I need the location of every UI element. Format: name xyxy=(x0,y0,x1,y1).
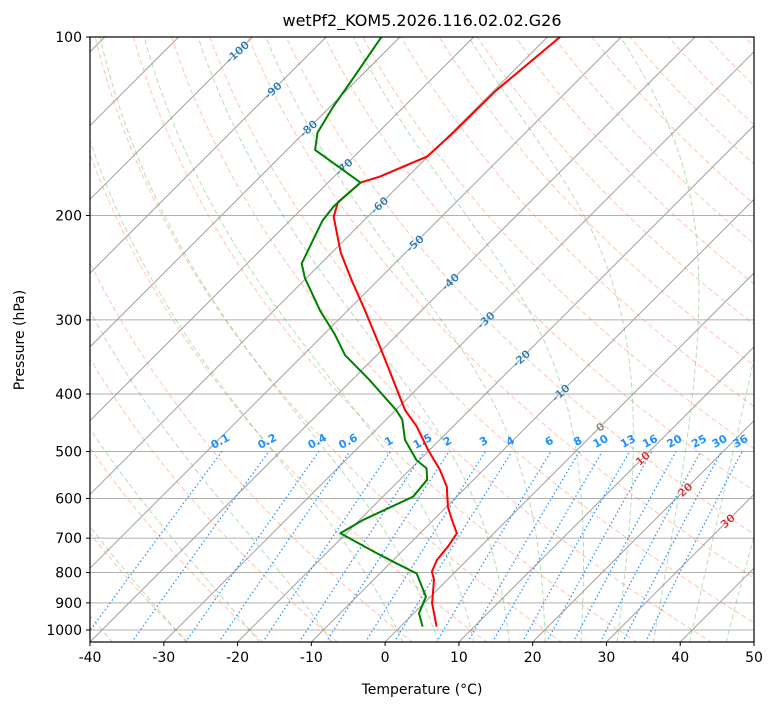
x-tick-label: 0 xyxy=(381,650,390,666)
moist-adiabat-line xyxy=(0,37,187,643)
y-tick-label: 800 xyxy=(55,566,82,582)
x-tick-label: -20 xyxy=(226,650,249,666)
x-tick-label: 50 xyxy=(745,650,763,666)
x-tick-label: 40 xyxy=(671,650,689,666)
x-tick-label: 30 xyxy=(598,650,616,666)
mixing-ratio-label: 0.1 xyxy=(209,431,232,452)
dry-adiabat-line xyxy=(745,37,775,643)
dry-adiabat-line xyxy=(133,37,637,643)
mixing-ratio-line xyxy=(263,452,391,643)
isotherm-label: 40 xyxy=(760,542,775,562)
y-tick-label: 400 xyxy=(55,387,82,403)
dry-adiabat-line xyxy=(630,37,775,643)
moist-adiabat-line xyxy=(469,37,634,643)
chart-title: wetPf2_KOM5.2026.116.02.02.G26 xyxy=(282,11,561,31)
x-tick-label: -10 xyxy=(300,650,323,666)
moist-adiabat-line xyxy=(4,37,332,643)
isotherm-line xyxy=(89,37,695,643)
dry-adiabat-line xyxy=(19,37,413,643)
mixing-ratio-line xyxy=(436,452,551,643)
mixing-ratio-label: 4 xyxy=(504,434,517,449)
y-axis-label: Pressure (hPa) xyxy=(12,290,28,390)
isotherm-line xyxy=(680,37,775,643)
dry-adiabat-line xyxy=(554,37,775,643)
isotherm-label: -100 xyxy=(223,38,252,66)
x-axis-label: Temperature (°C) xyxy=(361,682,483,698)
mixing-ratio-label: 16 xyxy=(640,432,660,451)
y-tick-label: 600 xyxy=(55,491,82,507)
mixing-ratio-label: 2 xyxy=(441,434,454,449)
x-tick-label: -40 xyxy=(79,650,102,666)
mixing-ratio-line xyxy=(326,452,449,643)
isotherm-line xyxy=(163,37,769,643)
dry-adiabat-line xyxy=(172,37,713,643)
dry-adiabat-line xyxy=(248,37,775,643)
dry-adiabat-line xyxy=(0,37,263,643)
plot-frame xyxy=(90,37,754,642)
mixing-ratio-label: 8 xyxy=(571,434,584,449)
moist-adiabat-line xyxy=(0,37,260,643)
dry-adiabat-line xyxy=(0,37,188,643)
mixing-ratio-label: 0.4 xyxy=(306,431,330,452)
y-tick-label: 700 xyxy=(55,531,82,547)
y-tick-label: 200 xyxy=(55,209,82,225)
isotherm-line xyxy=(0,37,400,643)
moist-adiabat-line xyxy=(726,37,775,643)
mixing-ratio-label: 3 xyxy=(477,434,490,449)
x-tick-label: 20 xyxy=(524,650,542,666)
isotherm-line xyxy=(311,37,775,643)
isotherm-line xyxy=(532,37,775,643)
mixing-ratio-label: 25 xyxy=(689,432,709,451)
x-tick-label: 10 xyxy=(450,650,468,666)
mixing-ratio-label: 0.2 xyxy=(256,431,279,452)
moist-adiabat-line xyxy=(690,37,775,643)
mixing-ratio-line xyxy=(623,452,722,643)
mixing-ratio-label: 13 xyxy=(618,432,638,451)
y-tick-label: 100 xyxy=(55,30,82,46)
y-tick-label: 900 xyxy=(55,596,82,612)
mixing-ratio-line xyxy=(573,452,676,643)
moist-adiabat-line xyxy=(100,37,438,643)
isotherm-line xyxy=(0,37,252,643)
isotherm-line xyxy=(458,37,775,643)
isotherm-line xyxy=(753,37,775,643)
dry-adiabat-line xyxy=(668,37,775,643)
y-tick-label: 1000 xyxy=(46,623,82,639)
dry-adiabat-line xyxy=(707,37,775,643)
dry-adiabat-line xyxy=(363,37,775,643)
dry-adiabat-line xyxy=(57,37,488,643)
x-tick-label: -30 xyxy=(152,650,175,666)
isotherm-line xyxy=(0,37,474,643)
mixing-ratio-line xyxy=(219,452,350,643)
mixing-ratio-label: 20 xyxy=(665,432,685,451)
mixing-ratio-label: 1 xyxy=(382,434,395,449)
mixing-ratio-label: 6 xyxy=(543,434,556,449)
dry-adiabat-line xyxy=(0,37,338,643)
y-tick-label: 500 xyxy=(55,444,82,460)
isotherm-line xyxy=(0,37,326,643)
mixing-ratio-label: 36 xyxy=(731,432,751,451)
background-lines xyxy=(0,37,775,643)
dry-adiabat-line xyxy=(592,37,775,643)
y-tick-label: 300 xyxy=(55,313,82,329)
mixing-ratio-line xyxy=(81,452,222,643)
moist-adiabat-line xyxy=(63,37,403,643)
